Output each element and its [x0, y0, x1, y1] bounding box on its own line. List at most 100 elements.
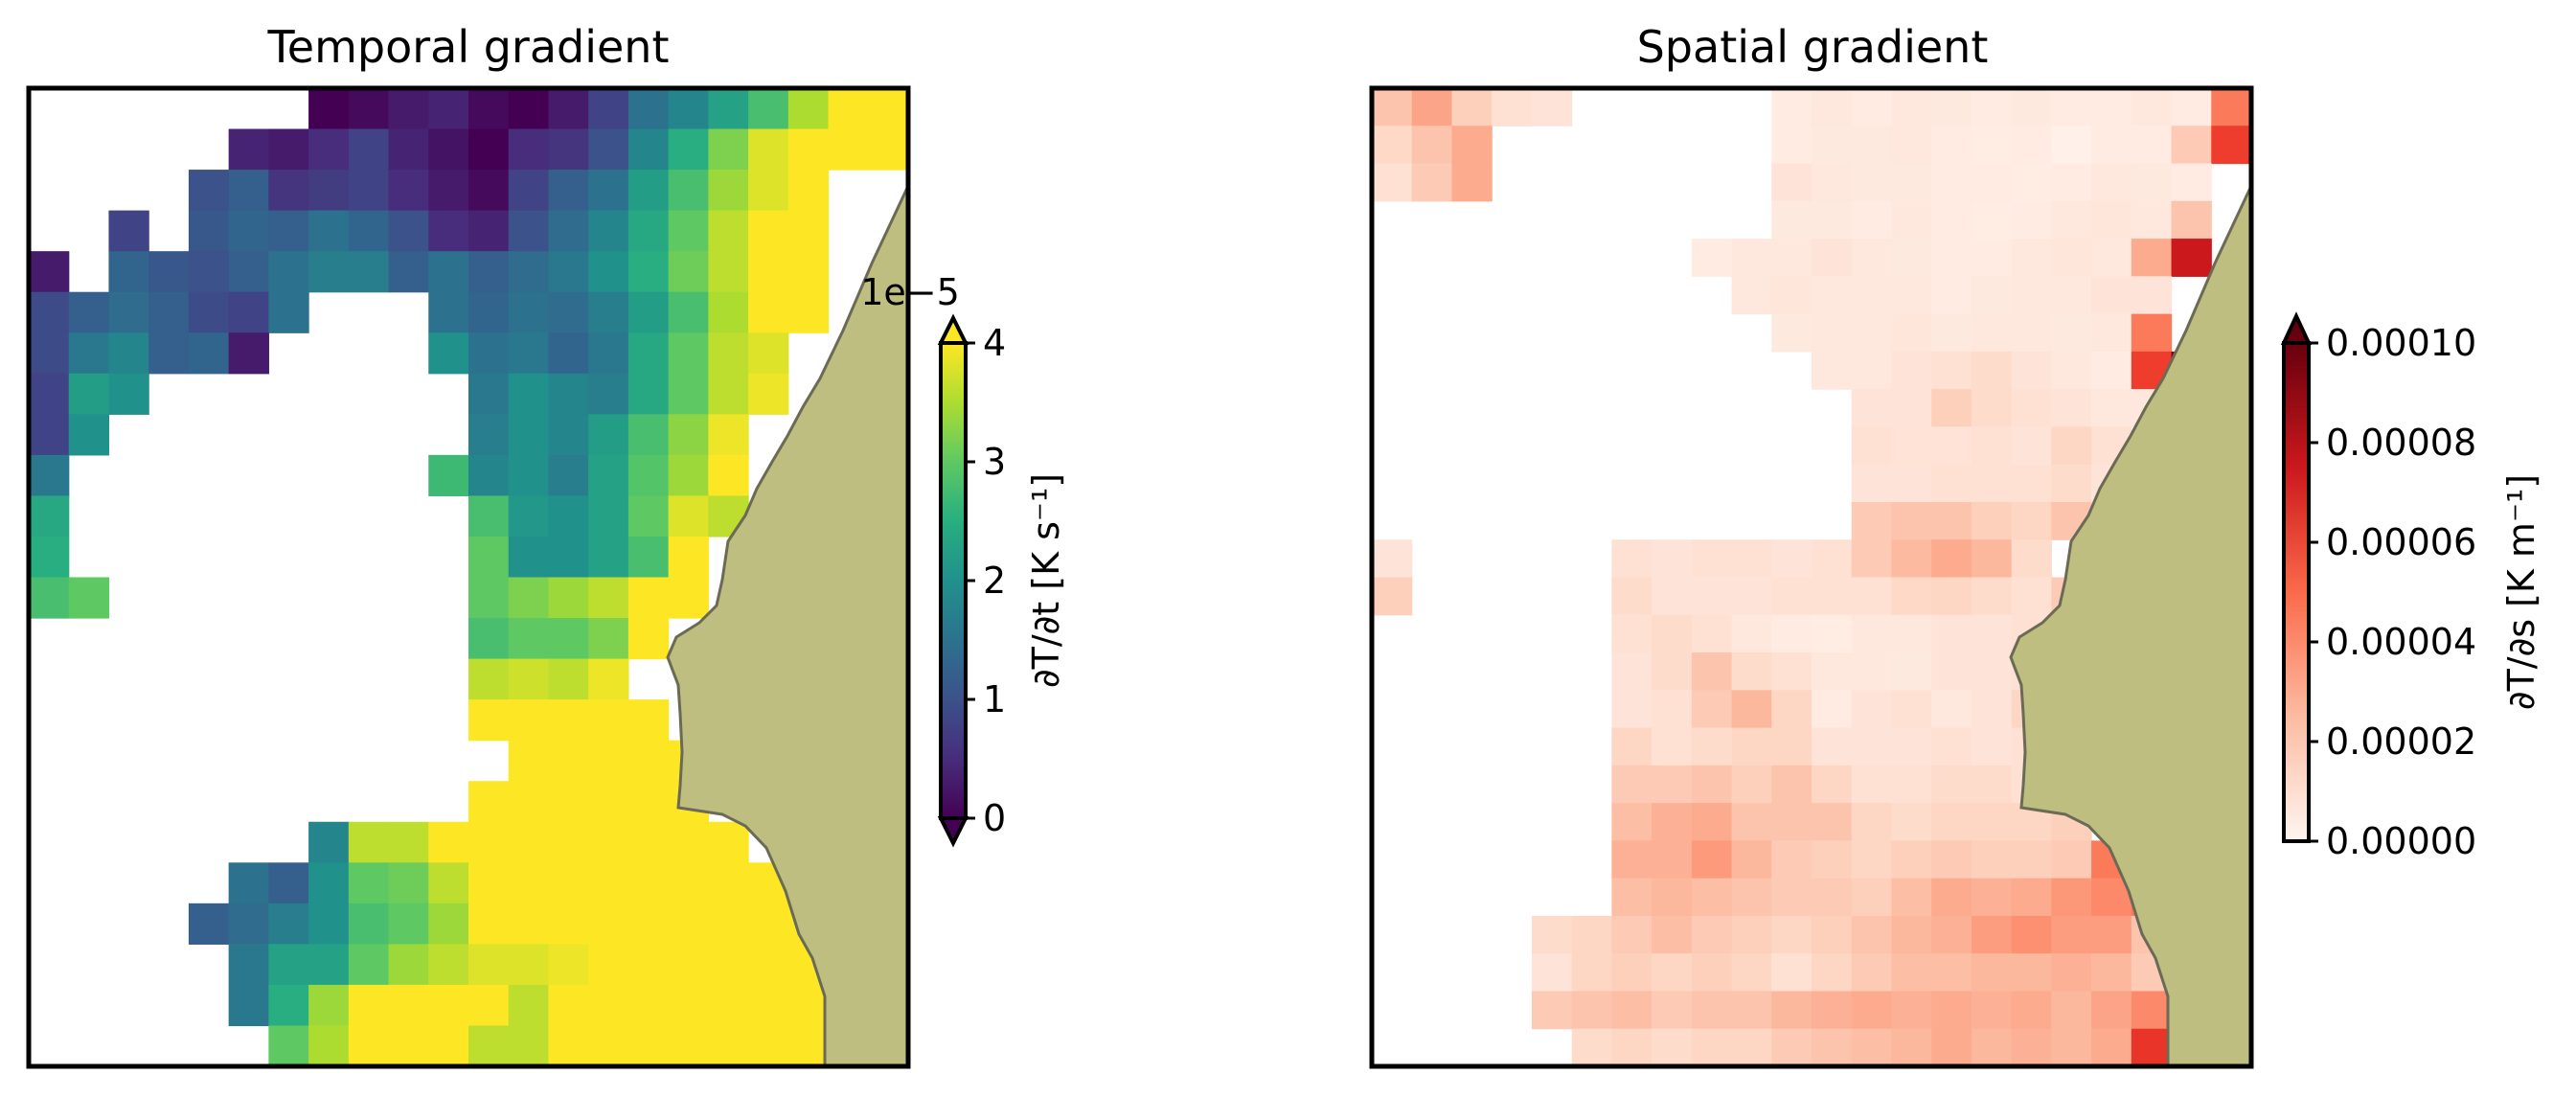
heatmap-cell [708, 332, 749, 375]
heatmap-cell [2051, 915, 2092, 954]
heatmap-cell [268, 128, 309, 171]
heatmap-cell [627, 781, 670, 823]
heatmap-cell [1931, 539, 1972, 579]
heatmap-cell [468, 128, 510, 171]
heatmap-cell [708, 88, 749, 130]
heatmap-cell [1891, 803, 1932, 841]
heatmap-cell [1891, 840, 1932, 880]
heatmap-cell [548, 781, 589, 823]
heatmap-cell [1691, 915, 1733, 954]
heatmap-cell [68, 332, 110, 375]
heatmap-cell [588, 88, 629, 130]
heatmap-cell [1851, 991, 1893, 1030]
heatmap-cell [1891, 1028, 1932, 1067]
heatmap-cell [1851, 803, 1893, 841]
heatmap-cell [188, 903, 230, 945]
heatmap-cell [2171, 239, 2212, 277]
heatmap-cell [1891, 351, 1932, 390]
land-mass-spatial [2009, 185, 2253, 1068]
heatmap-cell [308, 903, 350, 945]
heatmap-cell [148, 291, 190, 333]
heatmap-cell [348, 251, 390, 293]
heatmap-cell [2011, 351, 2052, 390]
heatmap-cell [787, 88, 830, 130]
heatmap-cell [428, 984, 469, 1027]
heatmap-cell [588, 1025, 629, 1067]
heatmap-cell [1891, 126, 1932, 165]
heatmap-cell [828, 88, 869, 130]
heatmap-cell [268, 862, 309, 904]
heatmap-cell [1731, 727, 1772, 766]
heatmap-cell [1411, 88, 1453, 126]
heatmap-cell [2131, 1028, 2173, 1067]
heatmap-cell [1731, 953, 1772, 993]
chart-title-spatial: Spatial gradient [1637, 21, 1989, 73]
heatmap-cell [627, 210, 670, 252]
heatmap-cell [668, 821, 709, 863]
heatmap-cell [1531, 915, 1573, 954]
heatmap-cell [627, 251, 670, 293]
heatmap-cell [1691, 878, 1733, 917]
heatmap-cell [1971, 765, 2013, 804]
heatmap-cell [2051, 276, 2092, 315]
heatmap-cell [1931, 915, 1972, 954]
heatmap-cell [68, 373, 110, 415]
heatmap-cell [588, 128, 629, 171]
heatmap-cell [308, 88, 350, 130]
heatmap-cell [1851, 539, 1893, 579]
heatmap-cell [1891, 88, 1932, 126]
heatmap-cell [1611, 652, 1653, 691]
heatmap-cell [1971, 389, 2013, 428]
heatmap-cell [1812, 840, 1853, 880]
heatmap-cell [1931, 727, 1972, 766]
heatmap-cell [388, 862, 429, 904]
heatmap-cell [1851, 501, 1893, 540]
heatmap-cell [1812, 577, 1853, 616]
heatmap-cell [228, 251, 269, 293]
heatmap-cell [2011, 126, 2052, 165]
heatmap-cell [588, 170, 629, 212]
heatmap-cell [508, 373, 550, 415]
heatmap-cell [1652, 652, 1693, 691]
heatmap-cell [1691, 690, 1733, 729]
heatmap-cell [1691, 239, 1733, 277]
heatmap-cell [588, 536, 629, 579]
heatmap-cell [348, 170, 390, 212]
heatmap-cell [1891, 727, 1932, 766]
heatmap-cell [1931, 239, 1972, 277]
heatmap-cell [1652, 878, 1693, 917]
heatmap-cell [508, 88, 550, 130]
heatmap-cell [268, 944, 309, 986]
heatmap-cell [468, 944, 510, 986]
heatmap-cell [2011, 539, 2052, 579]
heatmap-cell [1812, 88, 1853, 126]
heatmap-cell [708, 170, 749, 212]
heatmap-cell [1971, 727, 2013, 766]
heatmap-cell [1411, 163, 1453, 202]
heatmap-cell [828, 128, 869, 171]
colorbar-spatial: 0.00000 0.00002 0.00004 0.00006 0.00008 0.000… [2280, 311, 2542, 862]
heatmap-cell [308, 251, 350, 293]
heatmap-cell [1691, 991, 1733, 1030]
heatmap-cell [1851, 313, 1893, 353]
heatmap-cell [1812, 351, 1853, 390]
heatmap-cell [268, 984, 309, 1027]
heatmap-cell [188, 251, 230, 293]
heatmap-cell [1731, 915, 1772, 954]
heatmap-cell [508, 658, 550, 700]
heatmap-cell [1771, 652, 1812, 691]
heatmap-cell [1691, 539, 1733, 579]
heatmap-cell [1891, 765, 1932, 804]
heatmap-cell [1571, 915, 1612, 954]
heatmap-cell [1611, 577, 1653, 616]
heatmap-cell [1851, 1028, 1893, 1067]
heatmap-cell [468, 251, 510, 293]
heatmap-cell [548, 210, 589, 252]
heatmap-cell [1812, 126, 1853, 165]
colorbar-body-spatial [2282, 341, 2311, 843]
heatmap-cell [2091, 200, 2132, 240]
heatmap-cell [348, 1025, 390, 1067]
heatmap-cell [468, 781, 510, 823]
heatmap-cell [228, 291, 269, 333]
heatmap-cell [668, 944, 709, 986]
